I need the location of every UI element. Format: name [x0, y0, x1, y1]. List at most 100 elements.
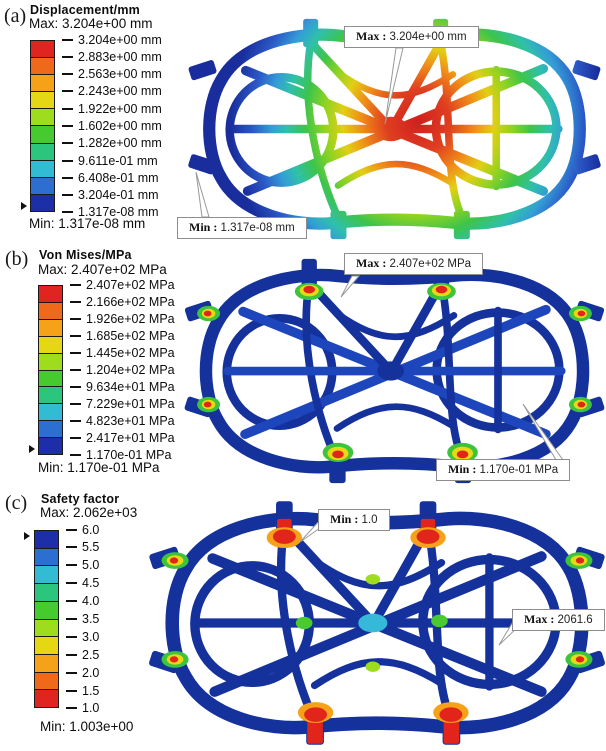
- colorbar-tick: 5.5: [66, 540, 186, 555]
- fea-model-von-mises: [184, 258, 605, 484]
- tick-dash-icon: [70, 351, 81, 354]
- colorbar-cell: [39, 286, 62, 302]
- callout-min-safety: Min : 1.0: [318, 509, 390, 531]
- colorbar-cell: [31, 159, 54, 177]
- colorbar-cell: [31, 125, 54, 143]
- colorbar-tick: 2.243e+00 mm: [62, 84, 182, 98]
- colorbar-cell: [35, 565, 58, 584]
- tick-dash-icon: [66, 707, 77, 710]
- colorbar-cell: [31, 142, 54, 160]
- subfigure-label-b: (b): [5, 248, 29, 270]
- colorbar-cell: [35, 583, 58, 601]
- callout-label: Min :: [189, 220, 218, 234]
- legend-title-von-mises: Von Mises/MPa: [39, 248, 132, 262]
- tick-dash-icon: [62, 38, 73, 41]
- colorbar-tick: 2.0: [66, 666, 186, 680]
- colorbar-tick: 1.0: [66, 701, 186, 716]
- tick-label: 1.0: [82, 701, 100, 716]
- legend-max-value: Max: 2.407e+02 MPa: [38, 262, 167, 277]
- tick-label: 1.926e+02 MPa: [86, 311, 175, 326]
- legend-max-value: Max: 2.062e+03: [40, 505, 138, 520]
- callout-label: Min :: [330, 512, 359, 526]
- tick-dash-icon: [70, 334, 81, 337]
- tick-dash-icon: [70, 283, 81, 286]
- tick-label: 1.922e+00 mm: [78, 101, 162, 116]
- colorbar-tick: 6.0: [66, 522, 186, 537]
- callout-min-stress: Min : 1.170e-01 MPa: [436, 459, 571, 481]
- tick-dash-icon: [70, 454, 81, 457]
- tick-dash-icon: [66, 671, 77, 674]
- tick-dash-icon: [66, 546, 77, 549]
- tick-label: 4.823e+01 MPa: [86, 414, 175, 429]
- colorbar-cell: [31, 57, 54, 75]
- colorbar-tick: 9.634e+01 MPa: [70, 380, 190, 394]
- tick-label: 4.5: [82, 576, 100, 591]
- colorbar-cell: [39, 369, 62, 387]
- tick-dash-icon: [62, 90, 73, 93]
- colorbar-tick: 1.204e+02 MPa: [70, 362, 190, 377]
- tick-label: 6.0: [82, 522, 100, 537]
- callout-value: 2061.6: [557, 614, 593, 626]
- subfigure-label-a: (a): [4, 5, 27, 27]
- colorbar-cell: [31, 91, 54, 109]
- tick-dash-icon: [70, 368, 81, 371]
- tick-dash-icon: [62, 55, 73, 58]
- tick-dash-icon: [62, 107, 73, 110]
- legend-min-value: Min: 1.003e+00: [40, 719, 134, 734]
- tick-label: 7.229e+01 MPa: [86, 397, 175, 412]
- low-safety-hotspots: [161, 518, 593, 744]
- callout-value: 3.204e+00 mm: [389, 31, 467, 43]
- colorbar-cell: [39, 420, 62, 438]
- callout-max-stress: Max : 2.407e+02 MPa: [344, 253, 484, 275]
- colorbar-tick: 7.229e+01 MPa: [70, 397, 190, 412]
- tick-dash-icon: [66, 564, 77, 567]
- tick-dash-icon: [66, 617, 77, 620]
- colorbar-tick: 1.685e+02 MPa: [70, 329, 190, 343]
- colorbar-cell: [39, 301, 62, 319]
- colorbar-cell: [31, 41, 54, 58]
- colorbar-cell: [39, 352, 62, 370]
- tick-label: 1.5: [82, 683, 100, 698]
- colorbar-tick: 2.563e+00 mm: [62, 67, 182, 82]
- tick-label: 3.204e+00 mm: [78, 32, 162, 47]
- colorbar-tick: 4.5: [66, 576, 186, 591]
- colorbar-cell: [39, 386, 62, 404]
- colorbar-cell: [35, 689, 58, 708]
- colorbar-cell: [31, 176, 54, 194]
- colorbar-cell: [35, 653, 58, 672]
- tick-dash-icon: [70, 420, 81, 423]
- tick-label: 5.5: [82, 540, 100, 555]
- colorbar-tick: 1.922e+00 mm: [62, 101, 182, 116]
- callout-label: Max :: [356, 29, 387, 43]
- colorbar-von-mises: [38, 285, 63, 455]
- colorbar-tick: 1.5: [66, 683, 186, 698]
- subfigure-label-c: (c): [5, 492, 28, 514]
- stress-hotspots: [197, 282, 592, 463]
- colorbar-tick: 3.204e+00 mm: [62, 32, 182, 47]
- colorbar-tick: 2.883e+00 mm: [62, 50, 182, 64]
- tick-label: 1.170e-01 MPa: [86, 448, 172, 463]
- tick-dash-icon: [62, 124, 73, 127]
- colorbar-tick: 1.282e+00 mm: [62, 136, 182, 150]
- tick-dash-icon: [70, 403, 81, 406]
- colorbar-cell: [35, 531, 58, 548]
- colorbar-cell: [39, 403, 62, 421]
- colorbar-tick: 3.204e-01 mm: [62, 188, 182, 203]
- colorbar-tick-labels: 6.0 5.5 5.0 4.5 4.0 3.5 3.0 2.5 2.0 1.5 1.0: [66, 523, 186, 715]
- tick-label: 2.563e+00 mm: [78, 67, 162, 82]
- callout-max-safety: Max : 2061.6: [512, 609, 605, 631]
- tick-dash-icon: [66, 600, 77, 603]
- callout-label: Min :: [448, 462, 477, 476]
- tick-label: 3.5: [82, 611, 100, 626]
- tick-dash-icon: [66, 528, 77, 531]
- tick-label: 3.204e-01 mm: [78, 188, 159, 203]
- colorbar-cell: [35, 547, 58, 566]
- tick-label: 3.0: [82, 629, 100, 644]
- legend-min-value: Min: 1.317e-08 mm: [29, 216, 146, 231]
- tick-label: 1.204e+02 MPa: [86, 362, 175, 377]
- tick-label: 9.611e-01 mm: [78, 153, 158, 168]
- tick-dash-icon: [62, 73, 73, 76]
- colorbar-tick: 1.926e+02 MPa: [70, 311, 190, 326]
- colorbar-tick: 3.0: [66, 629, 186, 644]
- tick-dash-icon: [62, 159, 73, 162]
